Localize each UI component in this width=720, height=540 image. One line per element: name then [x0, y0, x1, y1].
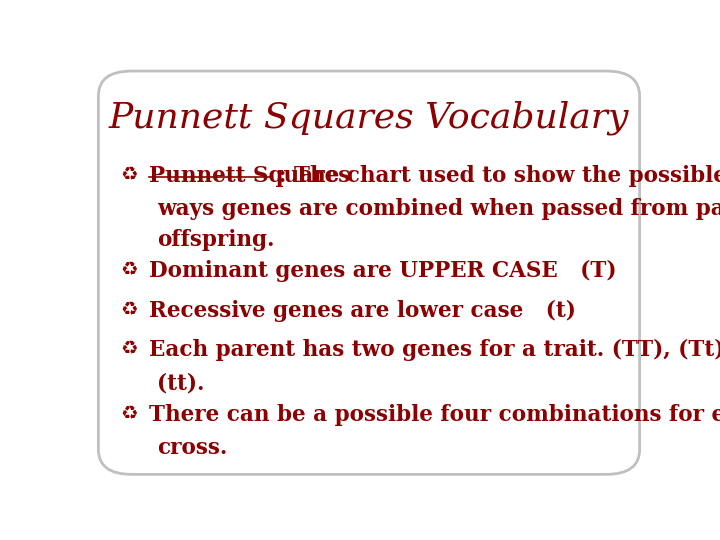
Text: ♻: ♻: [121, 339, 138, 358]
Text: ♻: ♻: [121, 260, 138, 279]
FancyBboxPatch shape: [99, 71, 639, 474]
Text: ♻: ♻: [121, 165, 138, 184]
Text: Each parent has two genes for a trait. (TT), (Tt) or: Each parent has two genes for a trait. (…: [148, 339, 720, 361]
Text: cross.: cross.: [157, 437, 228, 458]
Text: Dominant genes are UPPER CASE   (T): Dominant genes are UPPER CASE (T): [148, 260, 616, 282]
Text: Punnett Squares: Punnett Squares: [148, 165, 350, 187]
Text: ♻: ♻: [121, 404, 138, 423]
Text: Punnett Squares Vocabulary: Punnett Squares Vocabulary: [109, 100, 629, 134]
Text: There can be a possible four combinations for each: There can be a possible four combination…: [148, 404, 720, 426]
Text: offspring.: offspring.: [157, 229, 274, 251]
Text: ways genes are combined when passed from parents to: ways genes are combined when passed from…: [157, 198, 720, 220]
Text: (tt).: (tt).: [157, 372, 204, 394]
Text: ♻: ♻: [121, 300, 138, 319]
Text: : The chart used to show the possible: : The chart used to show the possible: [271, 165, 720, 187]
Text: Recessive genes are lower case   (t): Recessive genes are lower case (t): [148, 300, 575, 322]
